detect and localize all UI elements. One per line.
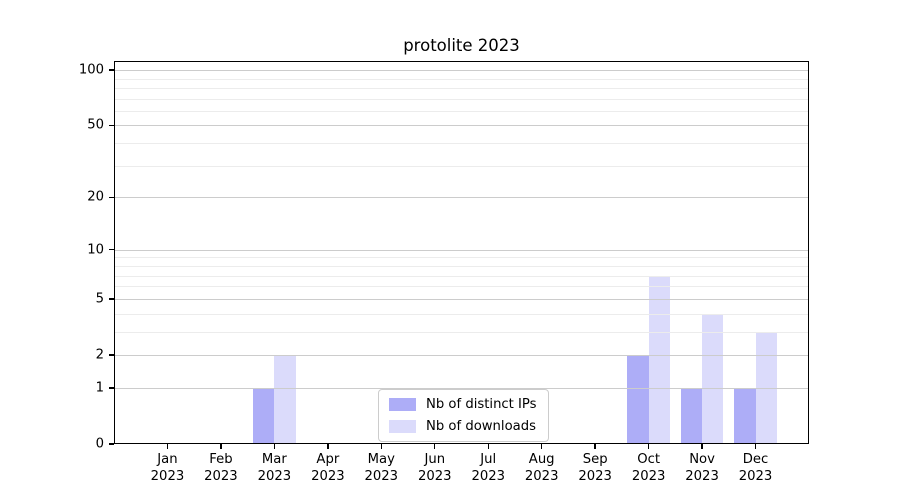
- x-tick-label: Oct 2023: [631, 452, 666, 484]
- y-tickmark: [109, 69, 114, 71]
- x-tick-label: Dec 2023: [738, 452, 773, 484]
- y-tick-label: 2: [95, 347, 104, 363]
- x-tick-label: Jan 2023: [150, 452, 185, 484]
- gridline-minor: [114, 275, 809, 277]
- gridline-major: [114, 354, 809, 356]
- y-tickmark: [109, 298, 114, 300]
- gridline-major: [114, 197, 809, 199]
- x-tickmark: [380, 444, 382, 449]
- x-tick-label: Sep 2023: [578, 452, 612, 484]
- gridline-major: [114, 249, 809, 251]
- y-tick-label: 0: [95, 436, 104, 452]
- bar-distinct-ips-dec: [734, 387, 756, 444]
- gridline-major: [114, 298, 809, 300]
- gridline-major: [114, 387, 809, 389]
- gridline-minor: [114, 257, 809, 259]
- bar-downloads-nov: [702, 313, 724, 444]
- legend: Nb of distinct IPs Nb of downloads: [378, 389, 549, 442]
- gridline-minor: [114, 331, 809, 333]
- x-tick-label: Feb 2023: [204, 452, 238, 484]
- x-tickmark: [327, 444, 329, 449]
- gridline-minor: [114, 143, 809, 145]
- gridline-minor: [114, 265, 809, 267]
- y-tick-label: 5: [95, 291, 104, 307]
- x-tickmark: [540, 444, 543, 449]
- x-tickmark: [166, 444, 169, 449]
- x-tickmark: [220, 444, 222, 449]
- gridline-minor: [114, 110, 809, 112]
- y-tickmark: [109, 124, 114, 127]
- y-tick-label: 50: [87, 117, 104, 133]
- y-tickmark: [109, 196, 114, 199]
- y-tick-label: 20: [87, 189, 104, 205]
- x-tick-label: May 2023: [364, 452, 399, 484]
- y-tick-label: 10: [87, 242, 104, 258]
- legend-swatch-downloads: [389, 420, 416, 433]
- x-tickmark: [701, 444, 703, 449]
- x-tick-label: Nov 2023: [685, 452, 719, 484]
- x-tickmark: [273, 444, 276, 449]
- legend-label-downloads: Nb of downloads: [426, 419, 536, 434]
- bar-distinct-ips-oct: [627, 354, 649, 444]
- x-tick-label: Apr 2023: [311, 452, 345, 484]
- x-tick-label: Mar 2023: [257, 452, 292, 484]
- gridline-major: [114, 125, 809, 127]
- bar-distinct-ips-mar: [252, 387, 275, 444]
- bar-distinct-ips-nov: [680, 387, 703, 444]
- y-tickmark: [109, 354, 114, 356]
- gridline-minor: [114, 313, 809, 315]
- x-tick-label: Aug 2023: [524, 452, 559, 484]
- legend-swatch-distinct-ips: [389, 398, 416, 411]
- y-tickmark: [109, 443, 114, 445]
- gridline-minor: [114, 87, 809, 89]
- x-tickmark: [754, 444, 757, 449]
- gridline-major: [114, 70, 809, 72]
- y-tick-label: 1: [95, 380, 104, 396]
- x-tickmark: [647, 444, 650, 449]
- gridline-minor: [114, 286, 809, 288]
- y-tickmark: [109, 249, 114, 251]
- legend-item-downloads: Nb of downloads: [389, 419, 537, 434]
- x-tickmark: [434, 444, 436, 449]
- x-tickmark: [594, 444, 596, 449]
- legend-item-distinct-ips: Nb of distinct IPs: [389, 397, 537, 412]
- gridline-minor: [114, 78, 809, 80]
- x-tick-label: Jul 2023: [471, 452, 505, 484]
- y-tick-label: 100: [78, 62, 104, 78]
- bar-downloads-oct: [648, 275, 670, 444]
- chart-title: protolite 2023: [403, 36, 520, 55]
- legend-label-distinct-ips: Nb of distinct IPs: [426, 397, 537, 412]
- gridline-minor: [114, 165, 809, 167]
- x-tick-label: Jun 2023: [417, 452, 452, 484]
- bar-downloads-mar: [274, 354, 296, 444]
- y-tickmark: [109, 387, 114, 389]
- x-tickmark: [487, 444, 489, 449]
- gridline-minor: [114, 98, 809, 100]
